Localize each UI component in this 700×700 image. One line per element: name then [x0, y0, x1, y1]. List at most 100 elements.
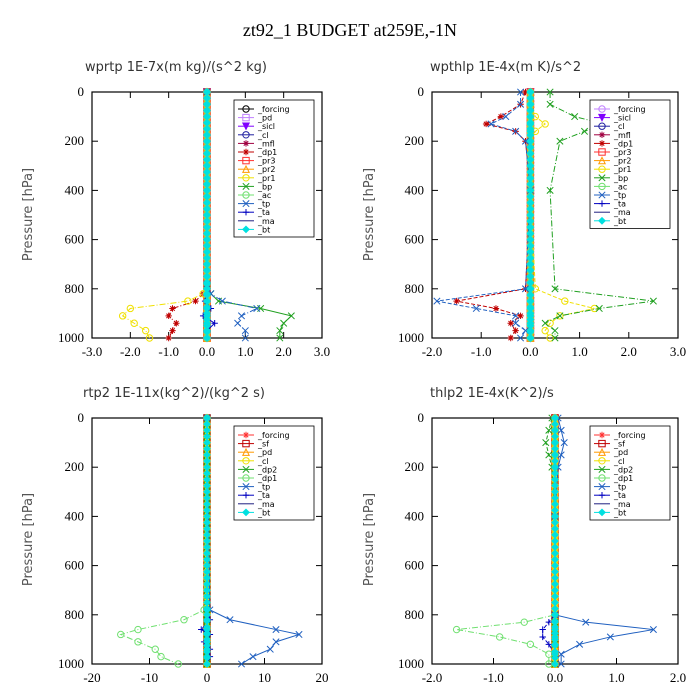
legend-label: _mfl — [613, 131, 631, 140]
data-point — [141, 326, 150, 335]
data-point — [126, 304, 135, 313]
series-line — [168, 92, 208, 339]
data-point — [174, 660, 182, 668]
data-point — [541, 319, 549, 327]
data-point — [276, 327, 284, 335]
data-point — [520, 618, 528, 626]
legend-marker — [598, 174, 606, 182]
x-tick-label: 3.0 — [314, 344, 330, 359]
legend-label: _dp1 — [257, 474, 277, 483]
legend-marker — [598, 439, 606, 448]
legend-marker — [242, 131, 250, 139]
data-point — [134, 638, 142, 646]
legend-label: _ma — [257, 500, 275, 509]
legend-label: _forcing — [613, 431, 646, 440]
data-point — [517, 334, 525, 342]
data-point — [526, 334, 535, 342]
legend: _forcing_sicl_cl_mfl_dp1_pr3_pr2_pr1_bp_… — [589, 99, 671, 229]
data-point — [512, 127, 520, 135]
data-point — [502, 113, 510, 121]
legend-label: _ma — [613, 500, 631, 509]
legend-marker — [598, 165, 606, 173]
legend-marker — [597, 447, 607, 456]
data-point — [521, 137, 530, 145]
data-point — [512, 319, 520, 327]
data-point — [272, 626, 280, 634]
legend-marker — [598, 105, 606, 113]
x-tick-label: 2.0 — [670, 670, 686, 685]
legend-marker — [598, 182, 606, 191]
legend: _forcing_sf_pd_cl_dp2_dp1_tp_ta_ma_bt — [233, 425, 315, 521]
legend-label: _ma — [257, 217, 275, 226]
data-point — [521, 285, 530, 293]
data-point — [184, 297, 192, 305]
data-point — [145, 334, 154, 342]
data-point — [649, 626, 657, 634]
legend-label: _bp — [613, 174, 628, 183]
data-point — [526, 640, 535, 649]
legend-marker — [242, 483, 250, 491]
data-point — [507, 334, 514, 342]
data-point — [287, 312, 295, 320]
data-point — [580, 127, 589, 135]
data-point — [169, 305, 176, 312]
legend-label: _pr3 — [613, 148, 631, 157]
legend-label: _pd — [257, 448, 272, 457]
series-bt — [551, 414, 559, 668]
y-tick-label: 1000 — [398, 330, 424, 345]
legend-label: _tp — [613, 483, 626, 492]
data-point — [276, 334, 284, 342]
data-point — [539, 626, 546, 633]
series-tp — [433, 88, 534, 342]
legend-marker — [241, 164, 251, 173]
legend-marker — [242, 465, 250, 473]
legend-marker — [242, 474, 250, 482]
figure-title: zt92_1 BUDGET at259E,-1N — [242, 20, 458, 40]
legend-marker — [242, 508, 250, 517]
panel-1: -3.0 -2.0 -1.0 0.0 1.0 2.0 3.0 0 200 400 600 800 100… — [58, 84, 330, 359]
legend-label: _dp1 — [257, 148, 277, 157]
legend-marker — [242, 457, 250, 465]
data-point — [546, 88, 554, 96]
data-point — [241, 334, 249, 342]
legend-label: _dp1 — [613, 474, 633, 483]
data-point — [241, 327, 249, 335]
legend-label: _bt — [257, 508, 270, 517]
legend-label: _bt — [613, 508, 626, 517]
legend-label: _dp2 — [613, 465, 633, 474]
data-point — [157, 652, 165, 661]
data-point — [203, 660, 211, 668]
legend-label: _ma — [613, 208, 631, 217]
data-point — [556, 312, 564, 320]
legend: _forcing_pd_sicl_cl_mfl_dp1_pr3_pr2_pr1_… — [233, 99, 315, 238]
legend-marker — [597, 156, 607, 165]
legend-label: _pr1 — [613, 165, 631, 174]
data-point — [551, 334, 559, 342]
data-point — [551, 660, 559, 668]
data-point — [165, 334, 172, 342]
data-point — [295, 630, 303, 639]
x-tick-label: 3.0 — [670, 344, 686, 359]
legend-marker — [242, 431, 250, 439]
x-tick-label: 0.0 — [522, 344, 538, 359]
legend-label: _tp — [613, 191, 626, 200]
data-point — [546, 100, 554, 108]
data-point — [280, 319, 288, 327]
data-point — [487, 120, 495, 128]
legend-label: _bp — [257, 182, 272, 191]
x-tick-label: -1.0 — [158, 344, 179, 359]
y-tick-label: 200 — [65, 133, 85, 148]
y-tick-label: 600 — [405, 558, 425, 573]
legend-marker — [242, 200, 250, 208]
data-point — [541, 326, 549, 335]
legend-label: _cl — [613, 122, 625, 131]
data-point — [556, 137, 564, 145]
data-point — [482, 120, 490, 128]
legend-marker — [598, 200, 606, 207]
legend-label: _cl — [257, 131, 269, 140]
legend-label: _sf — [257, 440, 269, 449]
y-tick-label: 400 — [65, 508, 85, 523]
panel-3: -20 -10 0 10 2002004006008001000_forcing_sf_… — [58, 410, 329, 685]
legend-label: _ta — [257, 491, 270, 500]
